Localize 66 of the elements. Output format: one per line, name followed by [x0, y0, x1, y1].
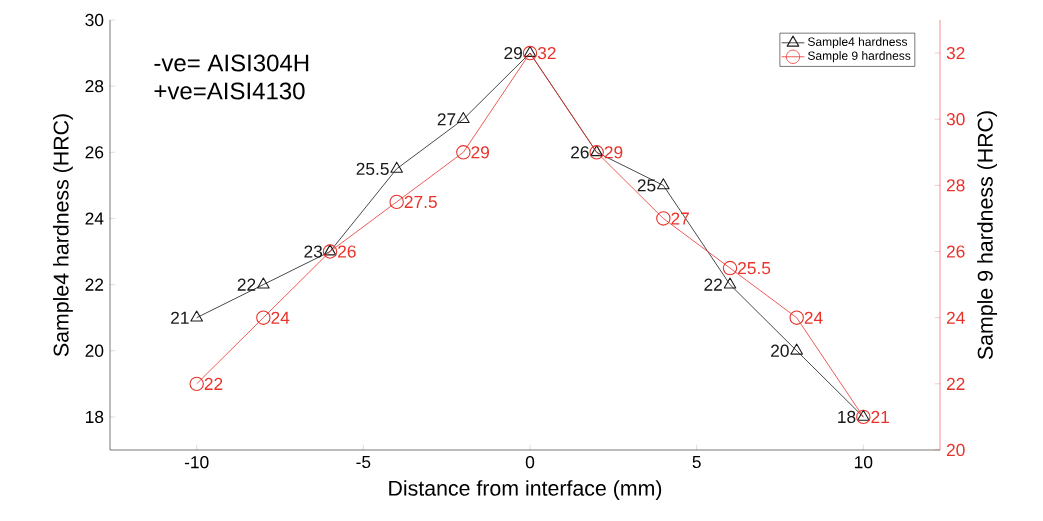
data-label: 25.5	[738, 261, 771, 275]
data-label: 26	[571, 146, 589, 159]
point	[723, 277, 737, 289]
data-label: 29	[504, 46, 522, 60]
data-label: 27	[671, 212, 689, 225]
x-tick-label: -10	[184, 456, 209, 469]
y2-tick-label: 30	[946, 113, 965, 126]
point	[789, 310, 804, 325]
y2-tick-label: 26	[946, 245, 965, 258]
y2-tick-label: 24	[946, 311, 965, 324]
y-axis-title: Sample4 hardness (HRC)	[52, 114, 73, 357]
point	[456, 145, 471, 160]
point	[656, 211, 671, 226]
y-tick-label: 20	[85, 344, 104, 357]
point	[389, 194, 404, 210]
data-label: 27	[437, 113, 456, 126]
y-tick-label: 18	[86, 410, 104, 424]
x-tick-label: -5	[356, 456, 371, 469]
point	[457, 112, 470, 124]
data-label: 22	[204, 377, 223, 390]
point	[390, 161, 403, 173]
data-label: 21	[171, 311, 189, 324]
x-tick-label: 0	[525, 456, 535, 469]
legend-label: Sample 9 hardness	[807, 51, 911, 63]
x-tick-label: 10	[855, 456, 873, 469]
data-label: 21	[871, 410, 889, 423]
y-tick-label: 24	[85, 212, 104, 225]
y2-tick-label: 20	[946, 443, 965, 457]
y-tick-label: 22	[85, 278, 104, 291]
x-tick-label: 5	[692, 456, 701, 469]
y2-axis-title: Sample 9 hardness (HRC)	[977, 111, 998, 360]
point	[856, 409, 871, 425]
data-label: 20	[771, 344, 789, 357]
data-label: 32	[537, 46, 556, 60]
data-label: 25	[637, 179, 656, 192]
point	[257, 277, 270, 289]
y2-tick-label: 28	[946, 179, 965, 192]
annotation: -ve= AISI304H	[154, 54, 309, 72]
data-label: 27.5	[404, 195, 437, 209]
data-label: 22	[237, 278, 256, 291]
y-tick-label: 26	[85, 146, 104, 159]
data-label: 24	[271, 311, 290, 324]
data-label: 26	[338, 245, 356, 258]
data-label: 22	[704, 278, 722, 291]
data-label: 29	[471, 146, 489, 159]
y2-tick-label: 32	[946, 46, 965, 60]
data-label: 29	[604, 146, 623, 159]
point	[189, 376, 204, 392]
point	[657, 178, 670, 190]
y-tick-label: 28	[85, 80, 104, 93]
point	[790, 343, 803, 355]
data-label: 24	[804, 311, 823, 324]
point	[722, 260, 738, 276]
annotation: +ve=AISI4130	[154, 82, 305, 100]
point	[256, 310, 271, 325]
y2-tick-label: 22	[946, 377, 965, 390]
point	[523, 45, 537, 57]
data-label: 18	[838, 410, 856, 424]
point	[522, 45, 538, 61]
y-tick-label: 30	[85, 13, 104, 27]
x-axis-title: Distance from interface (mm)	[389, 480, 662, 500]
point	[857, 409, 870, 421]
point	[190, 310, 203, 322]
data-label: 23	[304, 245, 323, 258]
legend-label: Sample4 hardness	[807, 37, 908, 49]
data-label: 25.5	[356, 162, 389, 175]
